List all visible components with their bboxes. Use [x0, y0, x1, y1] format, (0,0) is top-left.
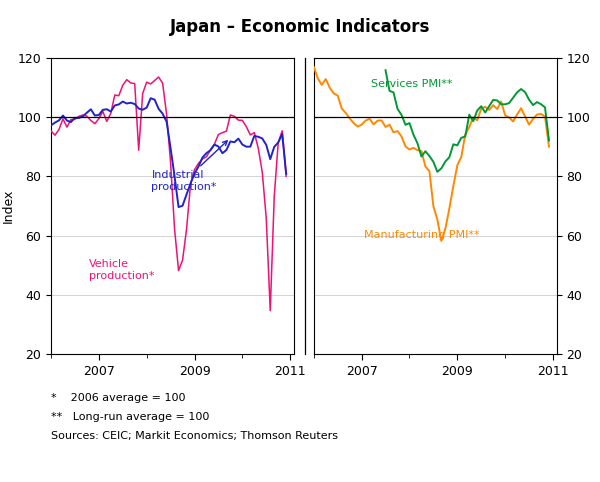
- Text: Vehicle
production*: Vehicle production*: [89, 259, 155, 281]
- Text: Manufacturing PMI**: Manufacturing PMI**: [364, 230, 479, 240]
- Y-axis label: Index: Index: [2, 189, 14, 223]
- Text: *    2006 average = 100: * 2006 average = 100: [51, 393, 185, 403]
- Text: Japan – Economic Indicators: Japan – Economic Indicators: [170, 18, 430, 36]
- Text: **   Long-run average = 100: ** Long-run average = 100: [51, 412, 209, 422]
- Text: Services PMI**: Services PMI**: [371, 79, 453, 89]
- Text: Sources: CEIC; Markit Economics; Thomson Reuters: Sources: CEIC; Markit Economics; Thomson…: [51, 431, 338, 442]
- Text: Industrial
production*: Industrial production*: [151, 141, 227, 192]
- Y-axis label: Index: Index: [596, 189, 600, 223]
